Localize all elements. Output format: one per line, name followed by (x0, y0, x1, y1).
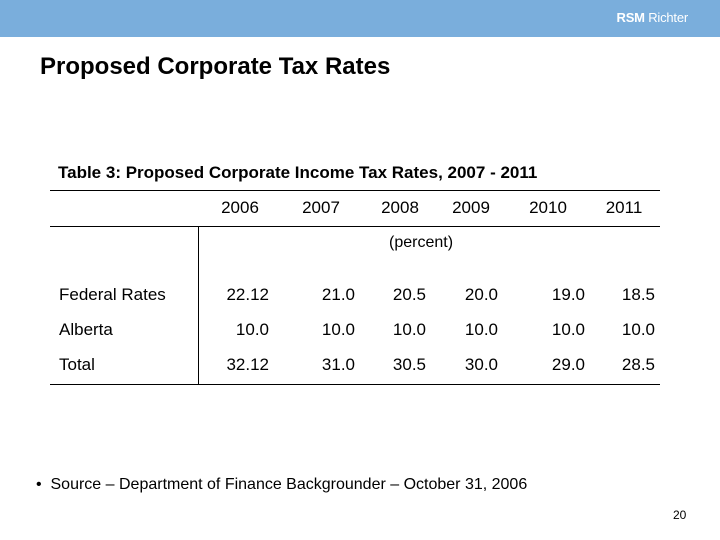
table-top-rule (50, 190, 660, 191)
table-column-divider (198, 226, 199, 384)
table-cell: 30.0 (464, 355, 498, 374)
brand-logo-bold: RSM (616, 10, 645, 25)
year-header: 2009 (452, 198, 490, 217)
row-label-federal: Federal Rates (59, 285, 166, 304)
brand-logo-rest: Richter (644, 10, 688, 25)
row-label-total: Total (59, 355, 95, 374)
table-cell: 29.0 (551, 355, 585, 374)
year-header: 2007 (302, 198, 340, 217)
table-cell: 20.0 (464, 285, 498, 304)
table-cell: 10.0 (464, 320, 498, 339)
table-cell: 20.5 (392, 285, 426, 304)
table-header-rule (50, 226, 660, 227)
table-bottom-rule (50, 384, 660, 385)
slide-title: Proposed Corporate Tax Rates (40, 53, 391, 80)
table-cell: 32.12 (226, 355, 269, 374)
table-cell: 22.12 (226, 285, 269, 304)
unit-label: (percent) (389, 234, 454, 251)
year-header: 2010 (529, 198, 567, 217)
table-cell: 28.5 (621, 355, 655, 374)
source-footnote: • Source – Department of Finance Backgro… (36, 474, 596, 495)
row-label-alberta: Alberta (59, 320, 113, 339)
table-cell: 30.5 (392, 355, 426, 374)
page-number: 20 (673, 508, 687, 522)
table-cell: 19.0 (551, 285, 585, 304)
table-cell: 10.0 (392, 320, 426, 339)
table-cell: 10.0 (551, 320, 585, 339)
table-cell: 10.0 (321, 320, 355, 339)
source-text: Source – Department of Finance Backgroun… (50, 476, 528, 493)
table-cell: 10.0 (621, 320, 655, 339)
year-header: 2006 (221, 198, 259, 217)
table-cell: 31.0 (321, 355, 355, 374)
header-bar: RSM Richter (0, 0, 720, 37)
table-caption: Table 3: Proposed Corporate Income Tax R… (58, 163, 538, 182)
table-cell: 10.0 (235, 320, 269, 339)
year-header: 2008 (381, 198, 419, 217)
brand-logo: RSM Richter (617, 10, 689, 25)
table-cell: 21.0 (321, 285, 355, 304)
table-cell: 18.5 (621, 285, 655, 304)
bullet-icon: • (36, 476, 42, 493)
year-header: 2011 (605, 198, 643, 217)
